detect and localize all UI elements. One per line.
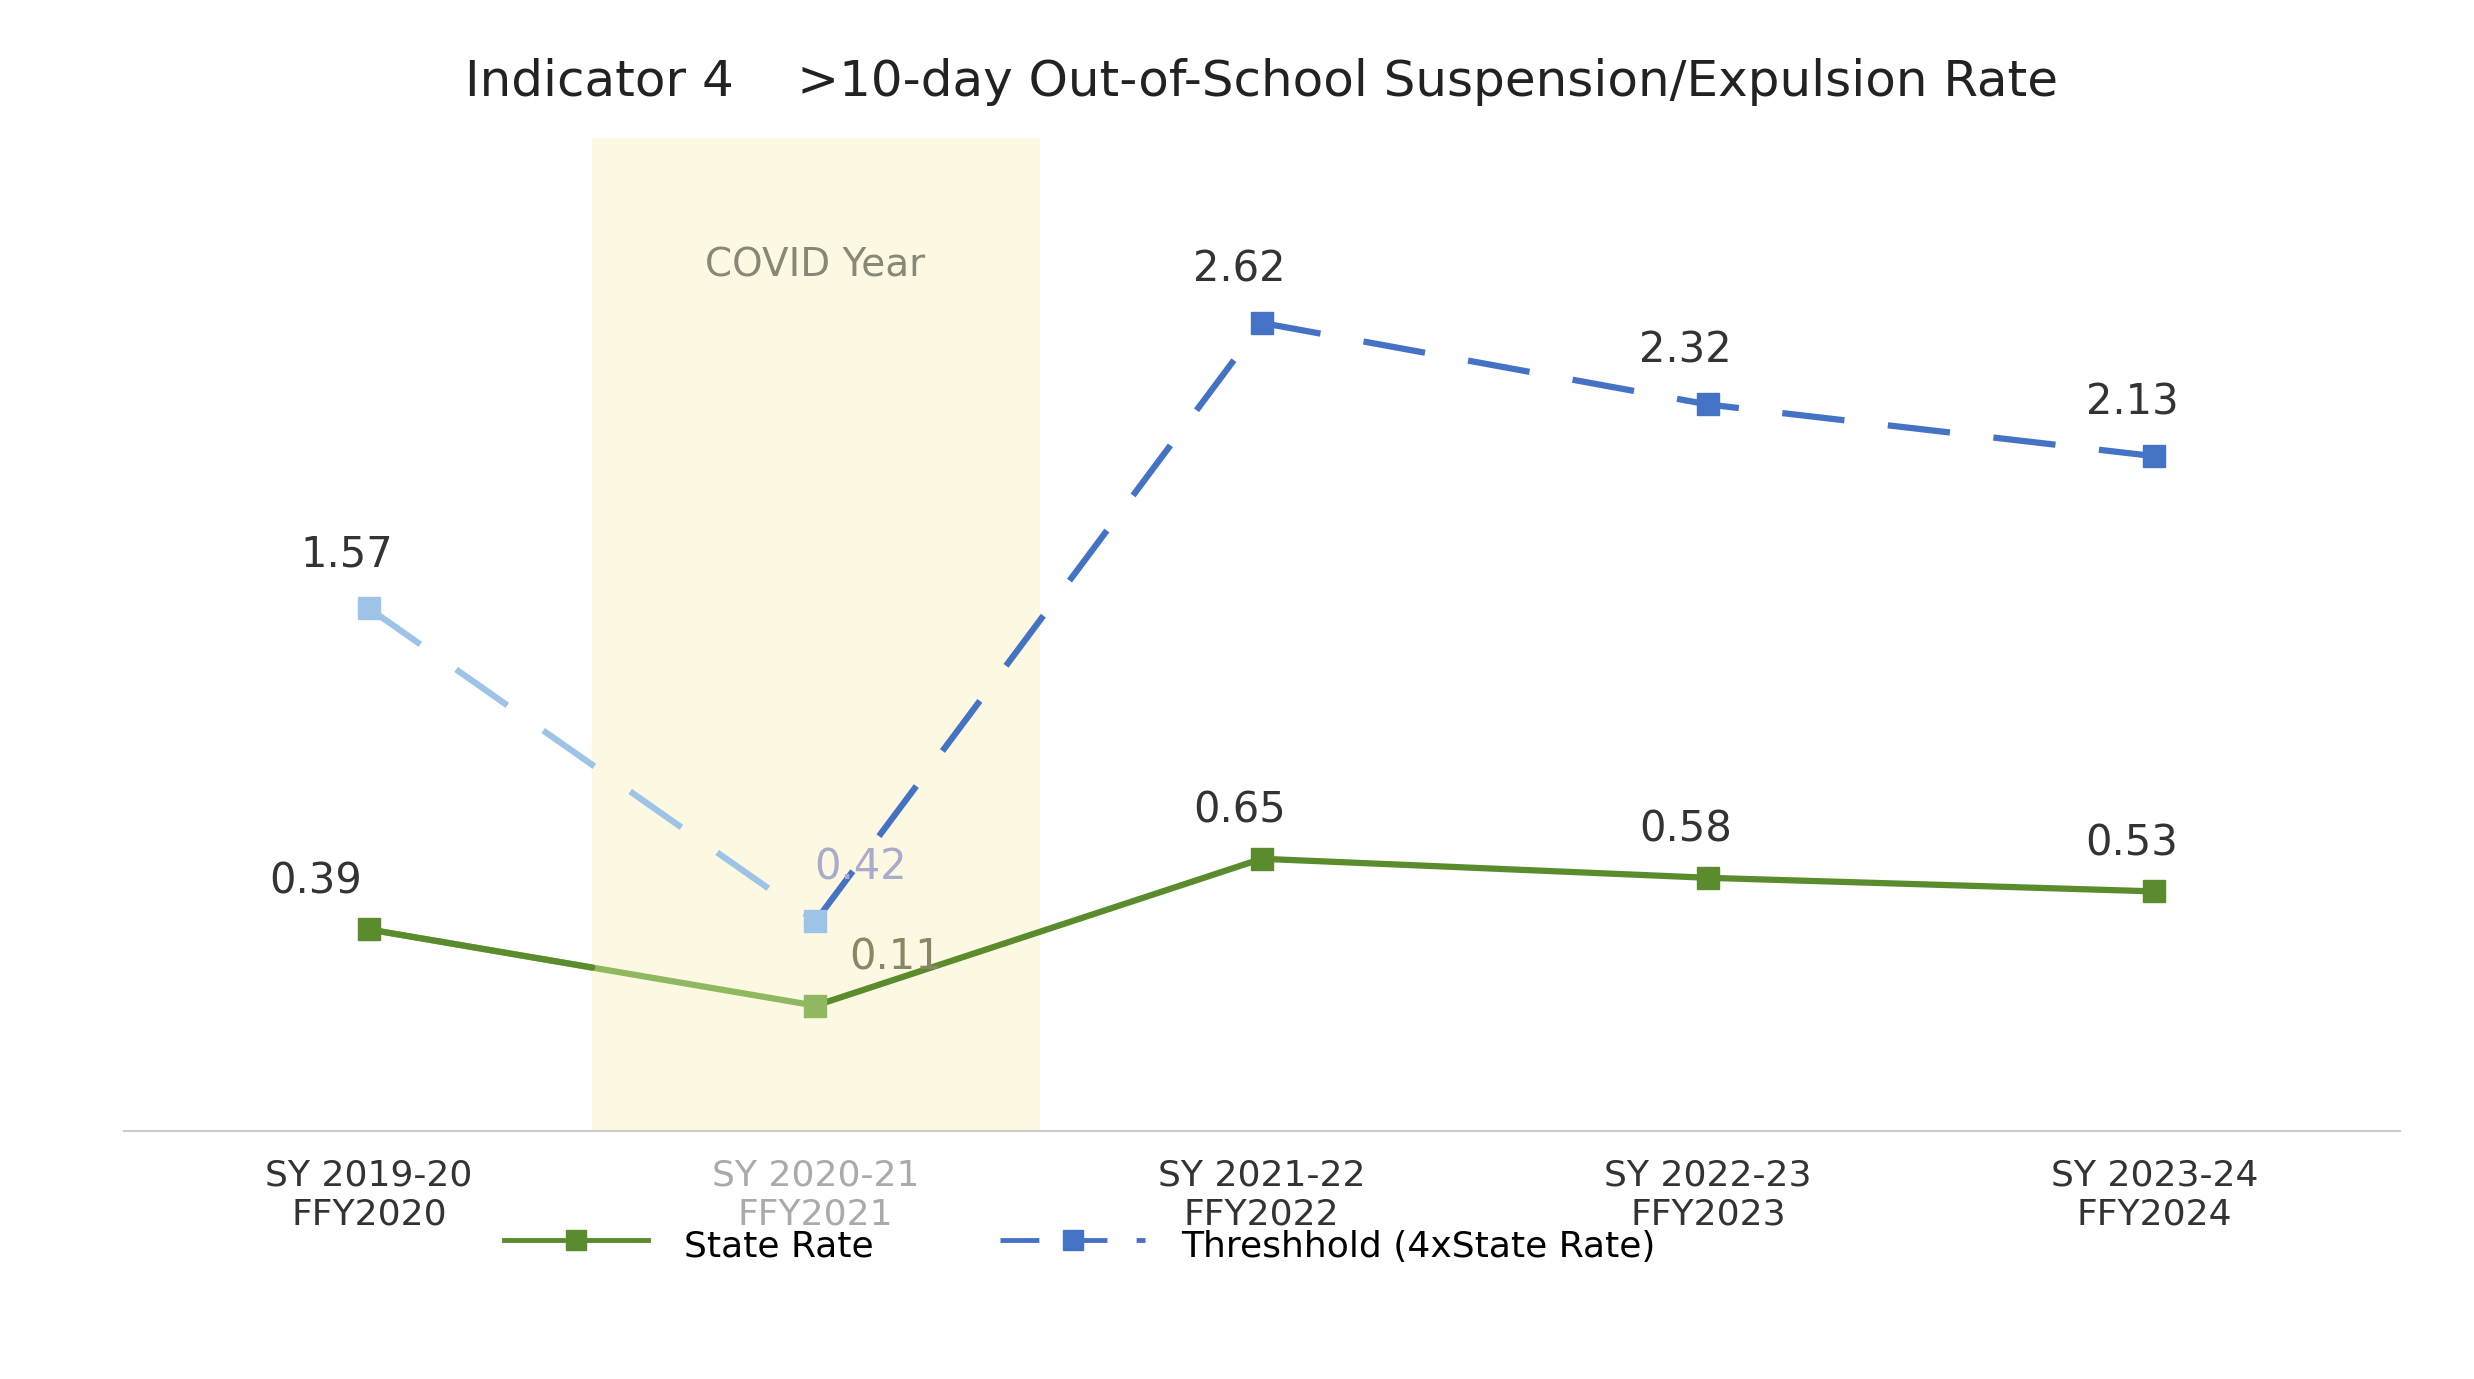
Text: 0.58: 0.58 bbox=[1640, 808, 1732, 851]
Text: 1.57: 1.57 bbox=[299, 534, 393, 576]
Text: 0.65: 0.65 bbox=[1192, 790, 1286, 832]
Text: 2.62: 2.62 bbox=[1192, 248, 1286, 290]
Text: 0.53: 0.53 bbox=[2086, 822, 2180, 865]
Text: 0.11: 0.11 bbox=[849, 936, 943, 979]
Text: COVID Year: COVID Year bbox=[705, 247, 925, 284]
Text: 2.32: 2.32 bbox=[1640, 330, 1732, 372]
Title: Indicator 4    >10-day Out-of-School Suspension/Expulsion Rate: Indicator 4 >10-day Out-of-School Suspen… bbox=[465, 58, 2058, 106]
Legend: State Rate, Threshhold (4xState Rate): State Rate, Threshhold (4xState Rate) bbox=[490, 1208, 1670, 1281]
Text: 0.42: 0.42 bbox=[814, 847, 905, 888]
Text: 0.39: 0.39 bbox=[270, 860, 361, 902]
Text: 2.13: 2.13 bbox=[2086, 382, 2180, 423]
Bar bbox=[591, 138, 1039, 1131]
